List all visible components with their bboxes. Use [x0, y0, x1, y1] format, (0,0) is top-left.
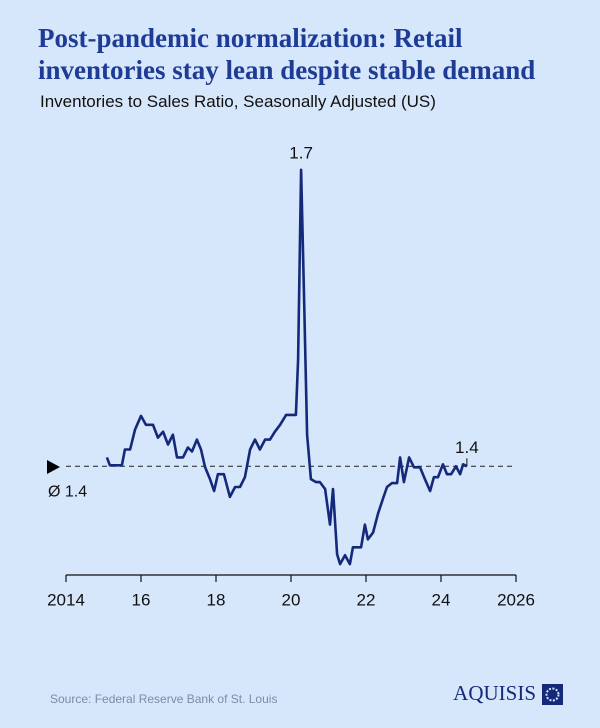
x-tick-label: 2026 — [497, 590, 535, 609]
x-tick-label: 20 — [282, 590, 301, 609]
average-marker — [47, 460, 60, 474]
chart-subtitle: Inventories to Sales Ratio, Seasonally A… — [40, 92, 436, 111]
x-tick-label: 18 — [207, 590, 226, 609]
data-line — [105, 168, 468, 566]
end-label: 1.4 — [455, 438, 479, 457]
brand-icon — [542, 684, 563, 705]
x-tick-label: 22 — [357, 590, 376, 609]
source: Source: Federal Reserve Bank of St. Loui… — [50, 692, 277, 706]
x-tick-label: 2014 — [47, 590, 85, 609]
peak-label: 1.7 — [289, 143, 313, 162]
brand: AQUISIS — [453, 681, 536, 705]
average-label: Ø 1.4 — [48, 483, 87, 500]
x-tick-label: 24 — [432, 590, 451, 609]
chart-title: Post-pandemic normalization: Retail inve… — [38, 23, 536, 85]
x-tick-label: 16 — [132, 590, 151, 609]
